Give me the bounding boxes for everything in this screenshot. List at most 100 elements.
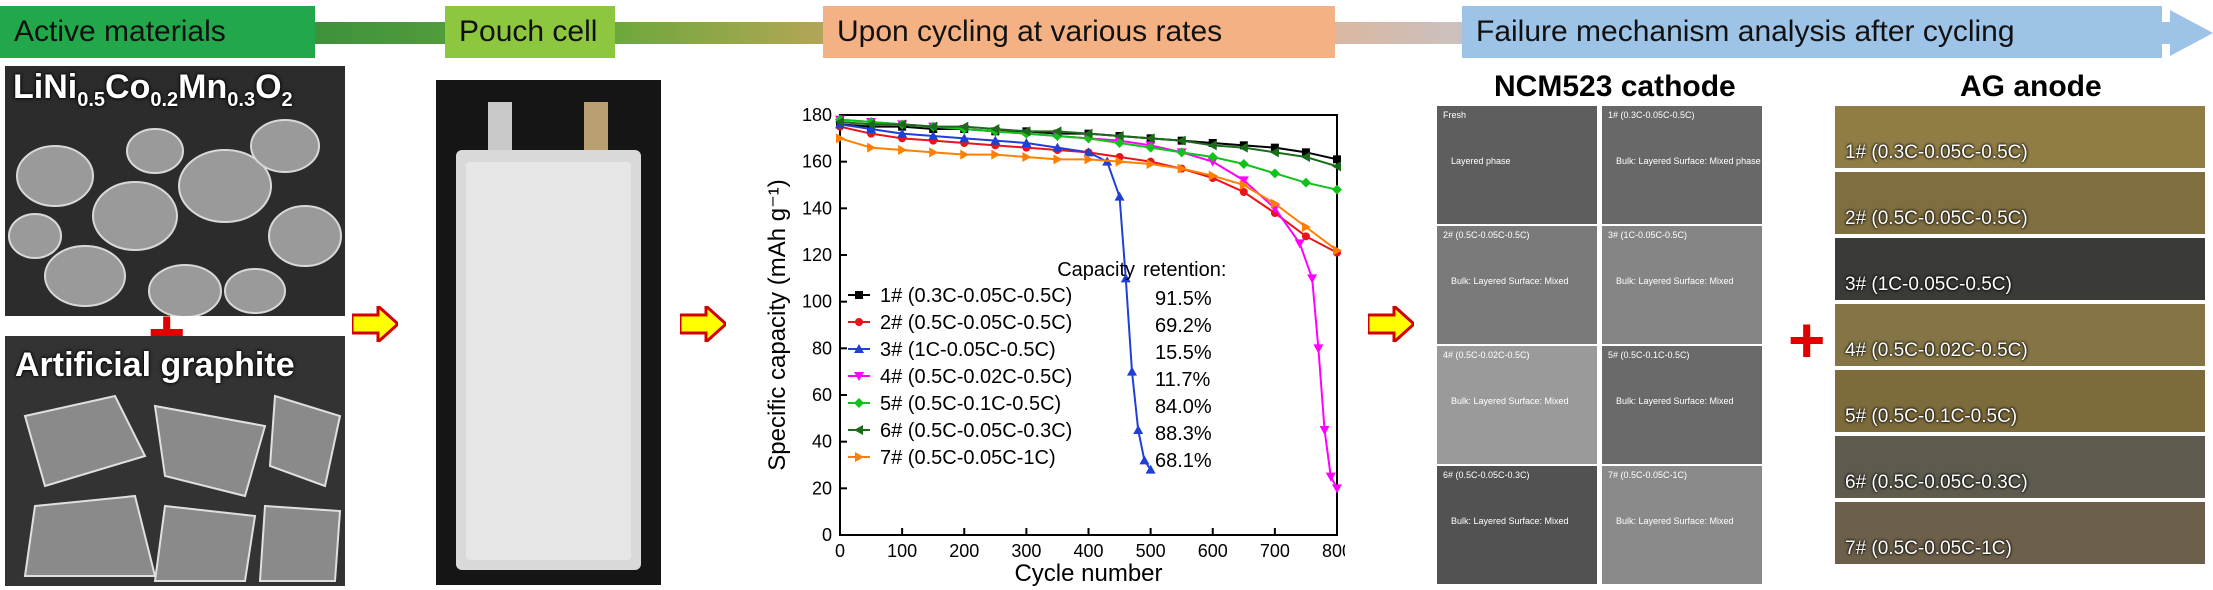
legend-series-label: 5# (0.5C-0.1C-0.5C): [880, 393, 1061, 415]
x-axis-label: Cycle number: [1014, 560, 1162, 587]
data-point: [929, 147, 939, 158]
data-point: [897, 119, 907, 130]
legend-series-label: 2# (0.5C-0.05C-0.5C): [880, 312, 1072, 334]
data-point: [1120, 273, 1131, 283]
tem-phase-label: Bulk: Layered Surface: Mixed: [1616, 516, 1734, 526]
data-point: [1333, 245, 1342, 256]
legend-marker: [855, 452, 864, 462]
tem-image-label: Fresh: [1443, 110, 1467, 120]
x-tick-label: 200: [949, 541, 979, 561]
tem-phase-label: Bulk: Layered Surface: Mixed: [1451, 516, 1569, 526]
tem-phase-label: Bulk: Layered Surface: Mixed: [1616, 276, 1734, 286]
legend-series-label: 1# (0.3C-0.05C-0.5C): [880, 285, 1072, 307]
data-point: [928, 121, 938, 132]
data-point: [897, 128, 908, 138]
legend-marker: [855, 318, 863, 326]
legend-retention-value: 68.1%: [1155, 450, 1212, 472]
arrow-right-icon: [1368, 306, 1414, 342]
legend-retention-value: 69.2%: [1155, 315, 1212, 337]
data-point: [1145, 133, 1155, 144]
tem-phase-label: Bulk: Layered Surface: Mixed phase: [1616, 156, 1761, 166]
x-tick-label: 400: [1073, 541, 1103, 561]
data-point: [1114, 138, 1125, 148]
y-tick-label: 120: [802, 245, 832, 265]
data-point: [928, 131, 939, 140]
cathode-material-label: LiNi0.5Co0.2Mn0.3O2: [13, 68, 293, 111]
data-point: [1301, 222, 1311, 232]
legend-retention-value: 15.5%: [1155, 342, 1212, 364]
tem-image-label: 3# (1C-0.05C-0.5C): [1608, 230, 1688, 240]
anode-strip-label: 6# (0.5C-0.05C-0.3C): [1845, 472, 2028, 493]
data-point: [1114, 191, 1125, 201]
data-point: [1053, 154, 1063, 165]
anode-material-label: Artificial graphite: [15, 346, 295, 384]
y-tick-label: 0: [822, 525, 832, 545]
data-point: [1238, 142, 1248, 153]
data-point: [991, 149, 1001, 160]
anode-strip-label: 7# (0.5C-0.05C-1C): [1845, 538, 2012, 559]
series-line: [839, 123, 1152, 471]
data-point: [1208, 170, 1218, 181]
y-tick-label: 160: [802, 152, 832, 172]
x-tick-label: 0: [835, 541, 845, 561]
y-tick-label: 80: [812, 338, 832, 358]
tem-image-label: 1# (0.3C-0.05C-0.5C): [1608, 110, 1695, 120]
legend-header-capacity: Capacity: [1057, 259, 1135, 281]
stage-pouch-cell-label: Pouch cell: [459, 15, 598, 48]
data-point: [1139, 455, 1150, 465]
x-tick-label: 100: [887, 541, 917, 561]
data-point: [990, 135, 1001, 145]
data-point: [1325, 472, 1336, 482]
legend-marker: [854, 425, 863, 435]
tem-image-cell: 7# (0.5C-0.05C-1C) Bulk: Layered Surface:…: [1602, 466, 1762, 584]
anode-strip-photo: 6# (0.5C-0.05C-0.3C): [1835, 436, 2205, 498]
legend-series-label: 3# (1C-0.05C-0.5C): [880, 339, 1056, 361]
stage-active-materials-label: Active materials: [14, 15, 226, 48]
x-tick-label: 700: [1260, 541, 1290, 561]
tem-phase-label: Bulk: Layered Surface: Mixed: [1616, 396, 1734, 406]
data-point: [1083, 128, 1093, 139]
x-tick-label: 500: [1136, 541, 1166, 561]
y-axis-label: Specific capacity (mAh g⁻¹): [764, 179, 791, 470]
tem-image-label: 4# (0.5C-0.02C-0.5C): [1443, 350, 1530, 360]
data-point: [1021, 138, 1032, 147]
data-point: [1300, 177, 1311, 188]
legend-retention-value: 88.3%: [1155, 423, 1212, 445]
legend-marker: [855, 291, 863, 299]
data-point: [1300, 152, 1310, 162]
stage-failure-analysis: Failure mechanism analysis after cycling: [1462, 6, 2162, 58]
data-point: [1269, 168, 1280, 179]
data-point: [1332, 184, 1342, 195]
tem-image-label: 5# (0.5C-0.1C-0.5C): [1608, 350, 1690, 360]
legend-retention-value: 11.7%: [1155, 369, 1210, 391]
tem-image-cell: 5# (0.5C-0.1C-0.5C) Bulk: Layered Surface…: [1602, 346, 1762, 464]
anode-panel-title: AG anode: [1960, 70, 2102, 103]
anode-strip-photo: 5# (0.5C-0.1C-0.5C): [1835, 370, 2205, 432]
data-point: [1307, 274, 1318, 284]
anode-strip-photo: 4# (0.5C-0.02C-0.5C): [1835, 304, 2205, 366]
x-tick-label: 300: [1011, 541, 1041, 561]
data-point: [990, 124, 1000, 134]
data-point: [1207, 152, 1218, 162]
y-tick-label: 100: [802, 292, 832, 312]
stage-active-materials: Active materials: [0, 6, 315, 58]
data-point: [1238, 176, 1249, 186]
data-point: [1239, 188, 1248, 196]
data-point: [1301, 148, 1310, 157]
legend-marker: [854, 344, 864, 353]
pouch-cell-photo: [436, 80, 661, 585]
data-point: [959, 121, 969, 132]
legend-header-retention: retention:: [1143, 259, 1226, 281]
legend-series-label: 6# (0.5C-0.05C-0.3C): [880, 420, 1072, 442]
cathode-panel-title: NCM523 cathode: [1494, 70, 1736, 103]
data-point: [1126, 366, 1137, 376]
legend-marker: [854, 372, 864, 381]
data-point: [1176, 147, 1187, 158]
stage-failure-analysis-label: Failure mechanism analysis after cycling: [1476, 15, 2015, 48]
data-point: [1133, 425, 1144, 434]
data-point: [1239, 180, 1249, 190]
data-point: [1084, 154, 1094, 165]
tem-image-cell: 6# (0.5C-0.05C-0.3C) Bulk: Layered Surfac…: [1437, 466, 1597, 584]
anode-strip-photo: 1# (0.3C-0.05C-0.5C): [1835, 106, 2205, 168]
data-point: [1145, 142, 1156, 153]
